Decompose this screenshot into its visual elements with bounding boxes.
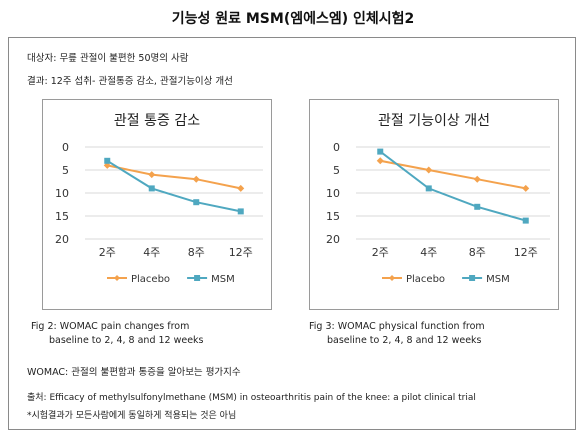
chart-panel-pain: 관절 통증 감소 0 5 10 15 20 2주 4주 8주 12주 Placebo MSM [42, 99, 272, 310]
legend-marker [114, 275, 120, 281]
y-tick-label: 5 [333, 164, 340, 177]
x-tick-label: 8주 [188, 246, 205, 259]
y-tick-label: 20 [55, 233, 69, 246]
data-point-placebo [192, 175, 200, 183]
legend-label: Placebo [406, 274, 445, 285]
x-tick-label: 2주 [99, 246, 116, 259]
subject-line: 대상자: 무릎 관절이 불편한 50명의 사람 [27, 53, 189, 64]
data-point-placebo [148, 171, 156, 179]
y-tick-label: 0 [333, 141, 340, 154]
legend-marker [194, 275, 201, 281]
y-tick-label: 20 [326, 233, 340, 246]
y-tick-label: 15 [55, 210, 69, 223]
legend-label: Placebo [131, 274, 170, 285]
y-tick-label: 15 [326, 210, 340, 223]
x-tick-label: 12주 [229, 246, 253, 259]
caption-line: Fig 3: WOMAC physical function from [309, 321, 485, 332]
data-point-msm [193, 199, 200, 206]
legend-marker [389, 275, 395, 281]
data-point-placebo [237, 184, 245, 192]
chart-caption-pain: Fig 2: WOMAC pain changes from baseline … [31, 320, 204, 348]
page-title: 기능성 원료 MSM(엠에스엠) 인체시험2 [171, 11, 415, 27]
legend-label: MSM [486, 274, 510, 285]
data-point-placebo [103, 161, 111, 169]
x-tick-label: 8주 [469, 246, 486, 259]
legend-label: MSM [211, 274, 235, 285]
series-line-msm [106, 159, 241, 213]
disclaimer: *시험결과가 모든사람에게 동일하게 적용되는 것은 아님 [27, 411, 237, 421]
womac-note: WOMAC: 관절의 불편함과 통증을 알아보는 평가지수 [27, 367, 241, 378]
data-point-msm [522, 217, 529, 224]
series-line-placebo [380, 159, 526, 190]
pain-chart-svg: 0 5 10 15 20 2주 4주 8주 12주 Placebo MSM [55, 141, 263, 285]
y-tick-label: 10 [55, 187, 69, 200]
y-tick-label: 5 [62, 164, 69, 177]
chart-panel-function: 관절 기능이상 개선 0 5 10 15 20 2주 4주 8주 12주 Placebo MSM [309, 99, 559, 310]
result-line: 결과: 12주 섭취- 관절통증 감소, 관절기능이상 개선 [27, 76, 233, 87]
data-point-placebo [376, 157, 384, 165]
caption-line: Fig 2: WOMAC pain changes from [31, 321, 190, 332]
x-tick-label: 12주 [514, 246, 538, 259]
y-tick-label: 10 [326, 187, 340, 200]
caption-line: baseline to 2, 4, 8 and 12 weeks [49, 335, 204, 346]
x-tick-label: 4주 [143, 246, 160, 259]
function-chart-svg: 0 5 10 15 20 2주 4주 8주 12주 Placebo MSM [326, 141, 550, 285]
legend-marker [469, 275, 476, 281]
data-point-placebo [522, 184, 530, 192]
data-point-msm [377, 148, 384, 155]
series-line-msm [379, 150, 527, 222]
chart-caption-function: Fig 3: WOMAC physical function from base… [309, 320, 485, 348]
data-point-msm [425, 185, 432, 192]
data-point-msm [104, 157, 111, 164]
data-point-msm [237, 208, 244, 215]
data-point-placebo [473, 175, 481, 183]
data-point-msm [474, 203, 481, 210]
content-frame: 대상자: 무릎 관절이 불편한 50명의 사람 결과: 12주 섭취- 관절통증… [8, 37, 576, 430]
chart-title: 관절 기능이상 개선 [378, 113, 490, 129]
data-point-placebo [425, 166, 433, 174]
series-line-placebo [107, 164, 241, 190]
caption-line: baseline to 2, 4, 8 and 12 weeks [327, 335, 482, 346]
chart-title: 관절 통증 감소 [113, 113, 201, 129]
source-line: 출처: Efficacy of methylsulfonylmethane (M… [27, 393, 476, 403]
x-tick-label: 2주 [372, 246, 389, 259]
y-tick-label: 0 [62, 141, 69, 154]
data-point-msm [148, 185, 155, 192]
x-tick-label: 4주 [420, 246, 437, 259]
